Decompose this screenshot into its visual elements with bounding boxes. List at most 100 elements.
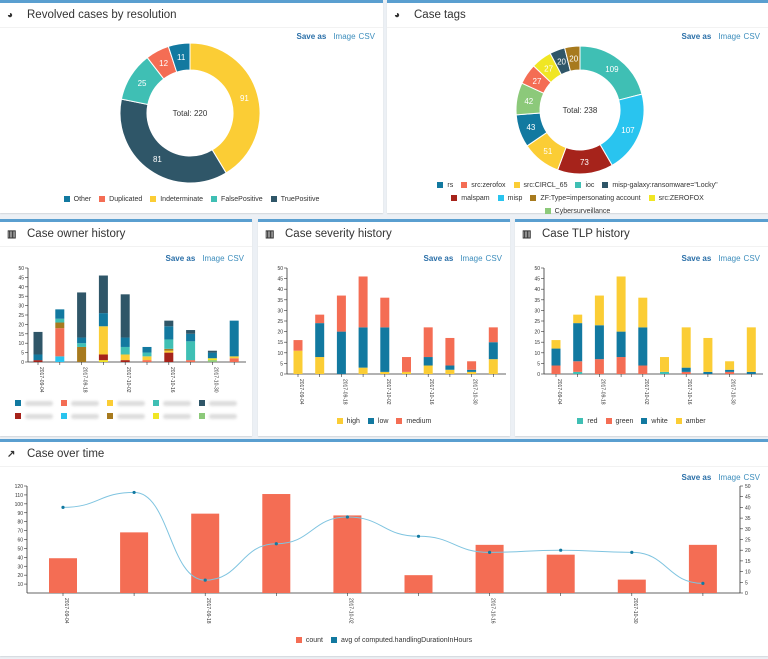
bar-segment[interactable] — [207, 352, 217, 359]
line-point[interactable] — [701, 581, 705, 585]
save-csv-link[interactable]: CSV — [485, 254, 502, 263]
legend-item[interactable]: high — [336, 415, 360, 428]
bar-segment[interactable] — [688, 544, 717, 593]
bar-segment[interactable] — [333, 515, 362, 593]
pie-slice[interactable] — [564, 45, 581, 72]
legend-item[interactable]: Other — [63, 193, 91, 206]
legend-item[interactable]: count — [295, 634, 323, 647]
line-point[interactable] — [416, 534, 421, 538]
bar-segment[interactable] — [207, 360, 217, 362]
bar-segment[interactable] — [164, 350, 174, 353]
bar-segment[interactable] — [229, 356, 239, 359]
bar-segment[interactable] — [186, 330, 196, 334]
bar-segment[interactable] — [681, 367, 691, 372]
bar-segment[interactable] — [207, 358, 217, 361]
bar-segment[interactable] — [703, 337, 713, 372]
bar-segment[interactable] — [703, 371, 713, 374]
legend-item[interactable]: red — [577, 415, 598, 428]
bar-segment[interactable] — [164, 348, 174, 351]
bar-segment[interactable] — [315, 323, 325, 358]
bar-segment[interactable] — [725, 369, 735, 372]
bar-segment[interactable] — [746, 371, 756, 374]
legend-item[interactable]: malspam — [451, 192, 490, 205]
bar-segment[interactable] — [380, 371, 390, 374]
bar-segment[interactable] — [77, 292, 87, 338]
legend-item[interactable]: Duplicated — [99, 193, 142, 206]
bar-segment[interactable] — [55, 356, 65, 362]
bar-segment[interactable] — [402, 371, 411, 374]
legend-item[interactable] — [61, 410, 99, 423]
bar-segment[interactable] — [164, 320, 174, 327]
bar-segment[interactable] — [617, 579, 646, 593]
bar-segment[interactable] — [660, 371, 669, 374]
legend-item[interactable] — [199, 410, 237, 423]
line-point[interactable] — [345, 515, 349, 519]
bar-segment[interactable] — [660, 357, 669, 372]
bar-segment[interactable] — [546, 554, 575, 593]
bar-segment[interactable] — [746, 327, 756, 372]
bar-segment[interactable] — [380, 327, 390, 372]
legend-item[interactable] — [61, 397, 99, 410]
bar-segment[interactable] — [98, 354, 108, 361]
legend-item[interactable]: green — [605, 415, 633, 428]
legend-item[interactable]: white — [641, 415, 668, 428]
bar-segment[interactable] — [142, 356, 152, 361]
bar-segment[interactable] — [358, 367, 368, 374]
bar-segment[interactable] — [186, 333, 196, 342]
bar-segment[interactable] — [315, 314, 325, 324]
save-csv-link[interactable]: CSV — [743, 473, 760, 482]
bar-segment[interactable] — [33, 354, 43, 361]
bar-segment[interactable] — [142, 360, 152, 362]
bar-segment[interactable] — [358, 276, 368, 328]
save-csv-link[interactable]: CSV — [227, 254, 244, 263]
bar-segment[interactable] — [445, 369, 455, 374]
legend-item[interactable]: Indeterminate — [150, 193, 203, 206]
bar-segment[interactable] — [77, 337, 87, 344]
bar-segment[interactable] — [467, 369, 477, 372]
bar-segment[interactable] — [55, 318, 65, 323]
bar-segment[interactable] — [725, 371, 735, 374]
bar-segment[interactable] — [229, 320, 239, 357]
bar-segment[interactable] — [293, 340, 303, 351]
legend-item[interactable] — [199, 397, 237, 410]
bar-segment[interactable] — [551, 365, 561, 374]
bar-segment[interactable] — [423, 365, 433, 374]
save-csv-link[interactable]: CSV — [743, 32, 760, 41]
legend-item[interactable]: src:CIRCL_65 — [513, 179, 567, 192]
bar-segment[interactable] — [488, 342, 498, 360]
legend-item[interactable]: ioc — [575, 179, 594, 192]
legend-item[interactable]: FalsePositive — [211, 193, 263, 206]
bar-segment[interactable] — [616, 276, 626, 332]
bar-segment[interactable] — [467, 371, 477, 374]
bar-segment[interactable] — [33, 360, 43, 362]
bar-segment[interactable] — [55, 328, 65, 357]
legend-item[interactable]: misp-galaxy:ransomware="Locky" — [602, 179, 718, 192]
bar-segment[interactable] — [98, 275, 108, 314]
bar-segment[interactable] — [638, 365, 648, 374]
bar-segment[interactable] — [594, 359, 604, 374]
bar-segment[interactable] — [638, 297, 648, 328]
bar-segment[interactable] — [423, 357, 433, 366]
bar-segment[interactable] — [404, 575, 433, 593]
legend-item[interactable]: Cybersurveillance — [544, 205, 610, 218]
bar-segment[interactable] — [142, 352, 152, 357]
bar-segment[interactable] — [120, 532, 149, 593]
legend-item[interactable]: src:ZEROFOX — [648, 192, 704, 205]
pie-slice[interactable] — [189, 42, 261, 174]
bar-segment[interactable] — [164, 352, 174, 362]
bar-segment[interactable] — [49, 558, 77, 593]
line-point[interactable] — [61, 505, 65, 509]
bar-segment[interactable] — [120, 360, 130, 362]
bar-segment[interactable] — [616, 357, 626, 374]
bar-segment[interactable] — [207, 350, 217, 353]
bar-segment[interactable] — [380, 297, 390, 328]
legend-item[interactable] — [153, 410, 191, 423]
line-point[interactable] — [203, 578, 207, 582]
bar-segment[interactable] — [488, 359, 498, 374]
bar-segment[interactable] — [77, 346, 87, 362]
bar-segment[interactable] — [120, 354, 130, 361]
bar-segment[interactable] — [315, 357, 325, 374]
bar-segment[interactable] — [594, 295, 604, 326]
bar-segment[interactable] — [573, 371, 583, 374]
line-point[interactable] — [630, 550, 634, 554]
